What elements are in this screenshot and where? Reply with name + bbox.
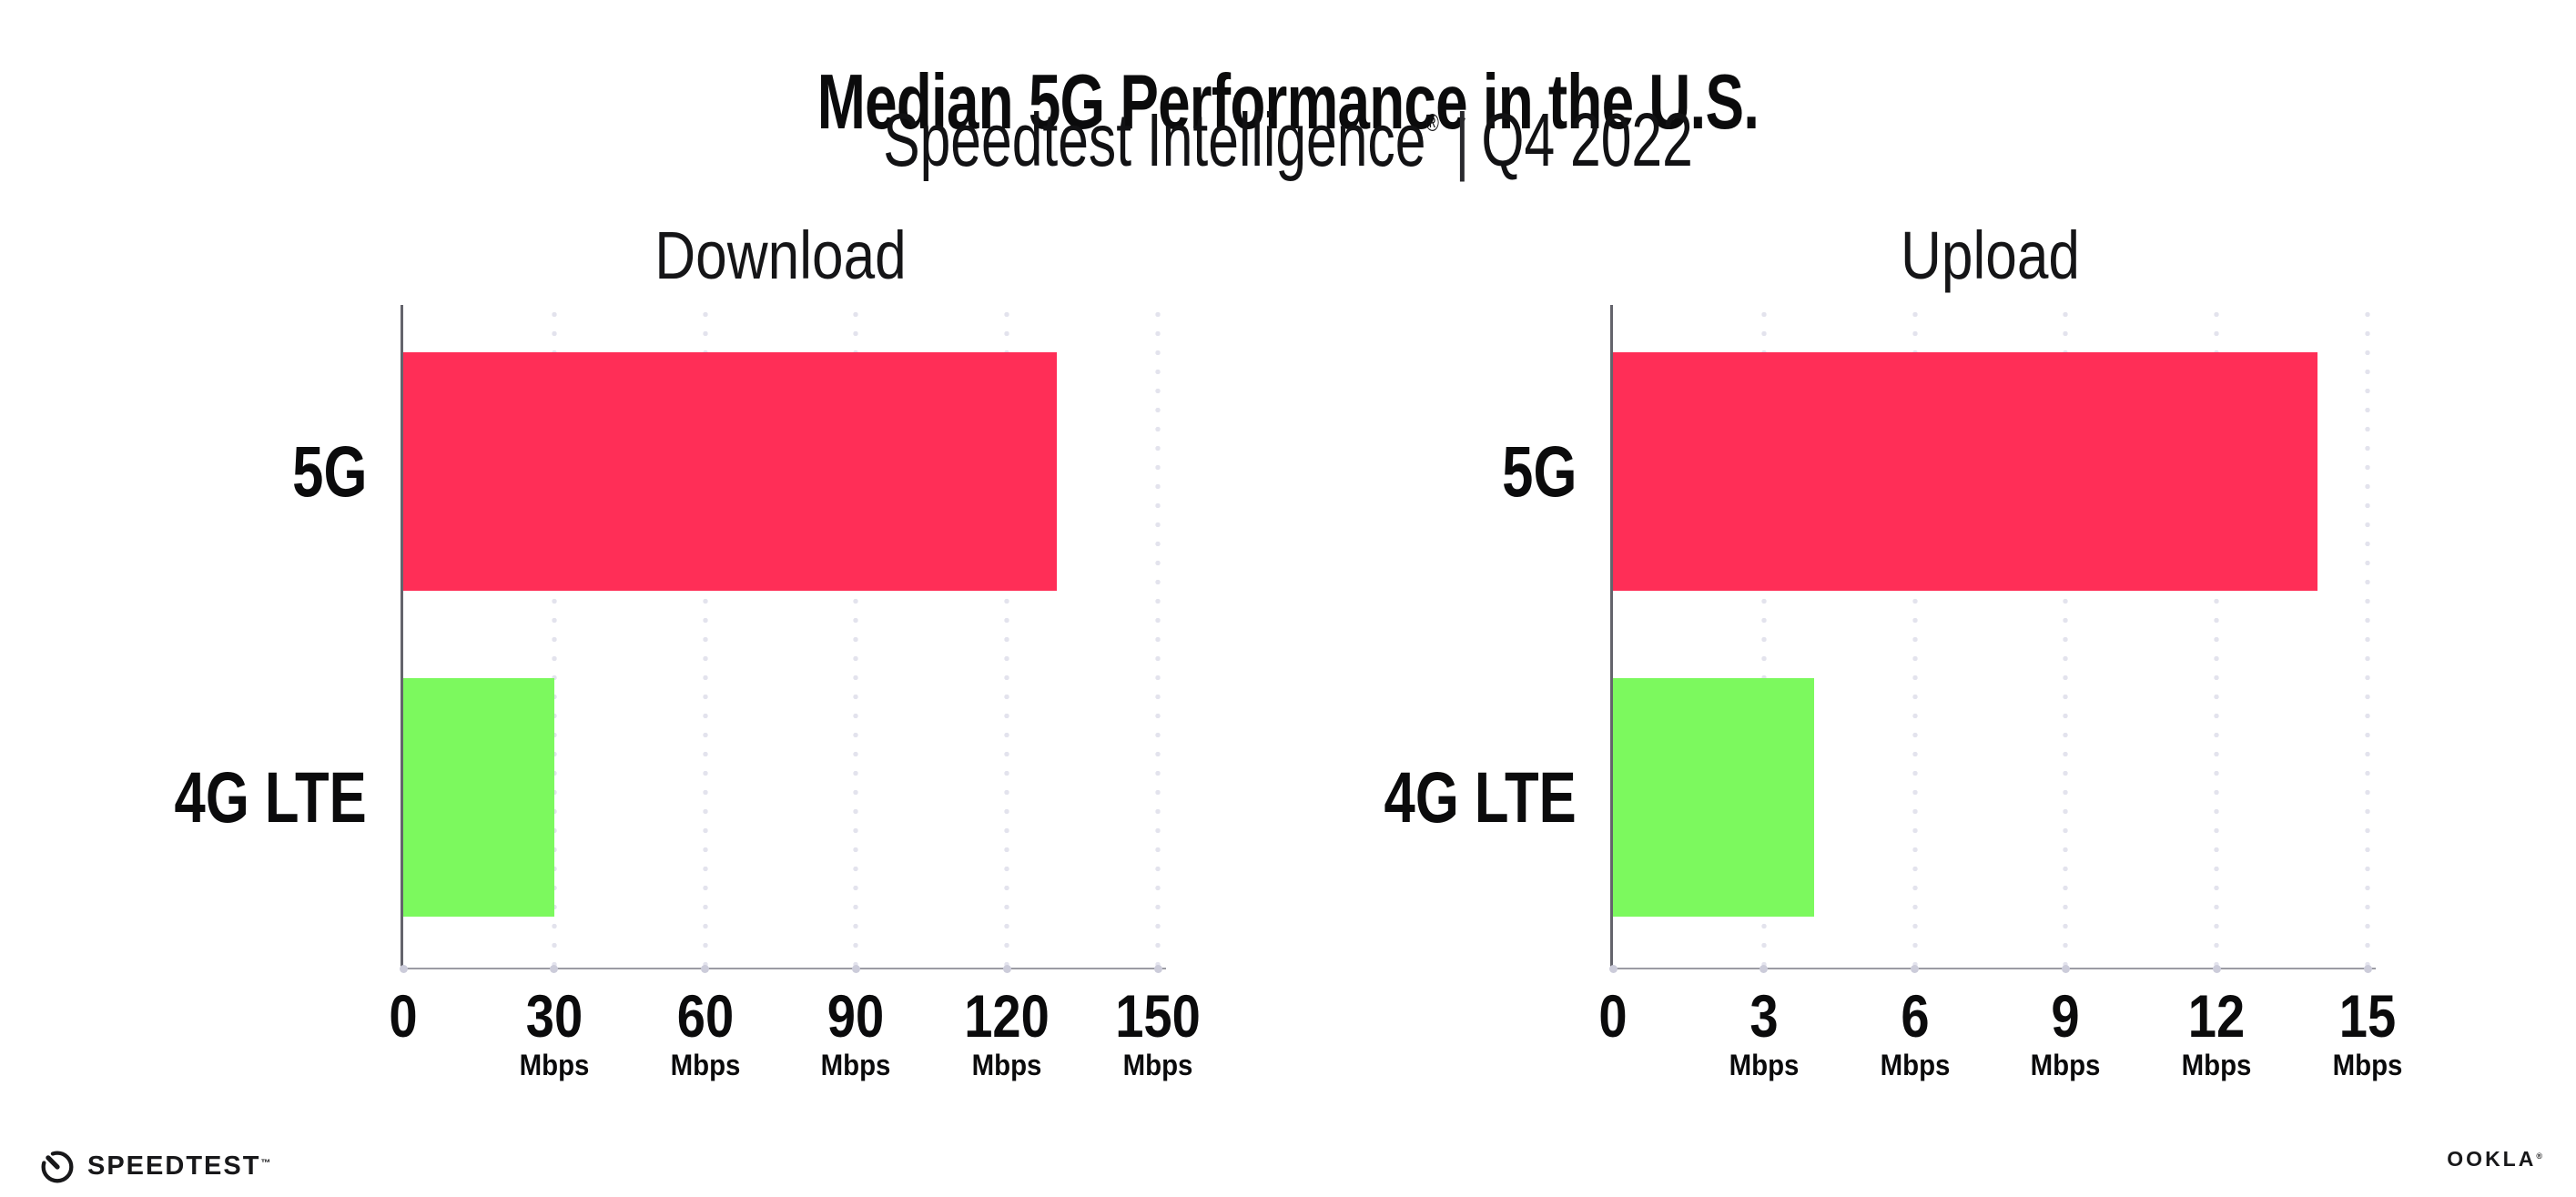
y-axis-upload [1610, 305, 1613, 969]
axis-tick-dot-90 [851, 964, 860, 973]
trademark-icon: ™ [260, 1157, 273, 1169]
x-tick-unit-text: Mbps [820, 1049, 891, 1081]
gridline-120-mbps [1004, 305, 1010, 968]
ookla-logo: OOKLA® [2447, 1147, 2545, 1172]
x-axis-upload [1610, 968, 2376, 969]
x-tick-unit-text: Mbps [670, 1049, 741, 1081]
axis-tick-dot-150 [1153, 964, 1162, 973]
gridline-3-mbps [1760, 305, 1767, 968]
y-axis-label-text: 4G LTE [174, 756, 367, 838]
gridline-6-mbps [1912, 305, 1918, 968]
x-tick-unit-text: Mbps [971, 1049, 1042, 1081]
x-tick-value: 150 [1115, 982, 1201, 1050]
subtitle-period: Q4 2022 [1481, 97, 1693, 182]
speedtest-gauge-icon [41, 1151, 74, 1183]
ookla-label: OOKLA [2447, 1147, 2537, 1171]
gridline-150-mbps [1155, 305, 1161, 968]
y-axis-label-5g: 5G [1103, 435, 1577, 507]
y-axis-label-5g: 5G [0, 435, 367, 507]
gridline-15-mbps [2365, 305, 2370, 968]
y-axis-label-4g-lte: 4G LTE [0, 761, 367, 833]
y-axis-label-text: 5G [1501, 431, 1577, 512]
x-tick-value: 60 [676, 982, 734, 1050]
x-tick-value: 90 [827, 982, 885, 1050]
x-tick-unit-text: Mbps [2332, 1049, 2403, 1081]
subtitle-separator: | [1455, 97, 1470, 182]
axis-tick-dot-30 [550, 964, 559, 973]
gridline-90-mbps [853, 305, 859, 968]
x-tick-unit-text: Mbps [1729, 1049, 1800, 1081]
axis-tick-dot-6 [1911, 964, 1920, 973]
axis-tick-dot-60 [701, 964, 710, 973]
axis-tick-dot-0 [1608, 964, 1618, 973]
chart-title-upload: Upload [1900, 218, 2080, 293]
registered-trademark-icon: ® [2536, 1151, 2545, 1161]
y-axis-label-text: 5G [291, 431, 367, 512]
axis-tick-dot-120 [1002, 964, 1011, 973]
gridline-30-mbps [551, 305, 557, 968]
axis-tick-dot-3 [1760, 964, 1769, 973]
bar-4g-lte-download [403, 678, 554, 918]
x-tick-value: 3 [1749, 982, 1779, 1050]
speedtest-wordmark: SPEEDTEST™ [87, 1151, 272, 1182]
axis-tick-dot-15 [2363, 964, 2372, 973]
bar-4g-lte-upload [1613, 678, 1815, 918]
chart-title-download: Download [654, 218, 907, 293]
bar-5g-upload [1613, 351, 2317, 592]
page-title: Median 5G Performance in the U.S. [816, 58, 1760, 146]
gridline-12-mbps [2214, 305, 2220, 968]
x-axis-download [401, 968, 1166, 969]
axis-tick-dot-9 [2061, 964, 2070, 973]
x-tick-value: 12 [2187, 982, 2246, 1050]
x-tick-unit-text: Mbps [2030, 1049, 2101, 1081]
speedtest-label: SPEEDTEST [87, 1151, 261, 1181]
x-tick-unit-text: Mbps [1122, 1049, 1193, 1081]
x-tick-unit-text: Mbps [2181, 1049, 2252, 1081]
x-tick-value: 9 [2051, 982, 2080, 1050]
registered-trademark-icon: ® [1425, 109, 1439, 137]
page-subtitle: Speedtest Intelligence® | Q4 2022 [348, 95, 2228, 203]
x-tick-unit-text: Mbps [1880, 1049, 1951, 1081]
x-tick-value: 6 [1900, 982, 1930, 1050]
x-tick-value: 15 [2338, 982, 2397, 1050]
gridline-60-mbps [702, 305, 708, 968]
x-tick-value: 30 [525, 982, 583, 1050]
y-axis-label-text: 4G LTE [1384, 756, 1577, 838]
x-tick-value: 0 [389, 982, 418, 1050]
axis-tick-dot-12 [2212, 964, 2221, 973]
x-tick-unit-text: Mbps [519, 1049, 590, 1081]
gridline-9-mbps [2063, 305, 2069, 968]
y-axis-label-4g-lte: 4G LTE [1103, 761, 1577, 833]
axis-tick-dot-0 [399, 964, 408, 973]
bar-5g-download [403, 351, 1058, 592]
x-tick-value: 0 [1598, 982, 1628, 1050]
y-axis-download [401, 305, 403, 969]
speedtest-logo: SPEEDTEST™ [36, 1145, 272, 1187]
x-tick-value: 120 [964, 982, 1050, 1050]
subtitle-product: Speedtest Intelligence [883, 97, 1426, 182]
